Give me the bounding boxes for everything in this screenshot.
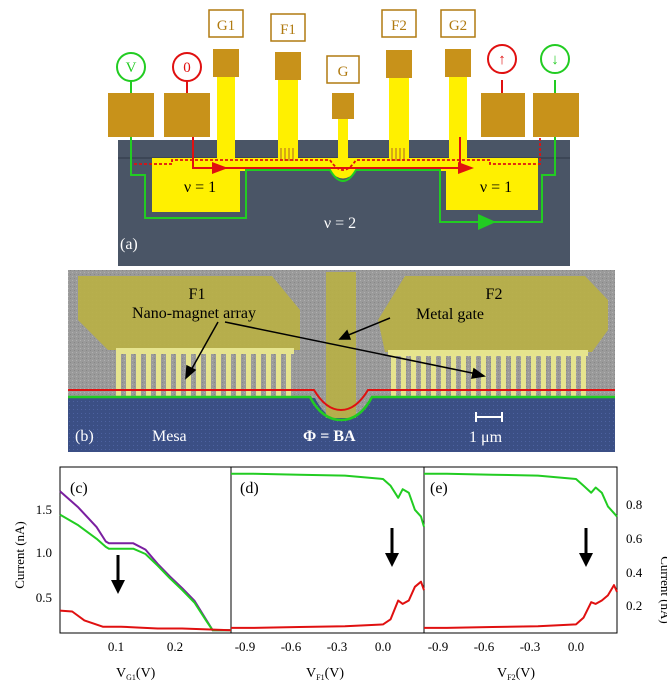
nano-label: Nano-magnet array xyxy=(132,305,256,322)
series-line-c-1 xyxy=(59,513,231,632)
svg-text:0.0: 0.0 xyxy=(375,639,391,654)
charts-area: (c) (d) (e) Current (nA) Current (nA) 1.… xyxy=(12,466,667,682)
green-arrow xyxy=(478,214,496,230)
label-zero: 0 xyxy=(183,60,191,76)
label-g1: G1 xyxy=(217,18,235,34)
contact-v xyxy=(108,93,154,137)
frame-e xyxy=(423,466,618,634)
series-line-d-1 xyxy=(231,580,425,629)
scale-label: 1 μm xyxy=(469,429,503,446)
series-line-e-1 xyxy=(424,584,618,629)
label-v: V xyxy=(126,60,137,76)
phi-label: Φ = BA xyxy=(303,428,356,445)
svg-text:0.1: 0.1 xyxy=(108,639,124,654)
svg-text:0.2: 0.2 xyxy=(167,639,183,654)
panel-c-label: (c) xyxy=(70,480,88,497)
svg-text:-0.9: -0.9 xyxy=(235,639,256,654)
svg-text:-0.6: -0.6 xyxy=(281,639,302,654)
xlabels: VG1(V) VF1(V) VF2(V) xyxy=(116,666,535,682)
yticks-e: 0.8 0.6 0.4 0.2 xyxy=(626,497,643,613)
label-f2: F2 xyxy=(391,18,407,34)
svg-text:VF2(V): VF2(V) xyxy=(497,666,535,682)
svg-text:-0.9: -0.9 xyxy=(428,639,449,654)
red-arrow-right xyxy=(458,162,474,174)
series-line-e-0 xyxy=(424,472,618,518)
label-down-arrow: ↓ xyxy=(551,52,559,68)
svg-text:0.2: 0.2 xyxy=(626,598,642,613)
ylabel-e: Current (nA) xyxy=(658,556,667,624)
series-line-d-0 xyxy=(231,472,425,528)
svg-text:-0.3: -0.3 xyxy=(327,639,348,654)
nu1-right-label: ν = 1 xyxy=(480,179,512,196)
svg-text:0.5: 0.5 xyxy=(36,590,52,605)
panel-a-label: (a) xyxy=(120,236,138,253)
gate-label: Metal gate xyxy=(416,306,484,323)
svg-text:VG1(V): VG1(V) xyxy=(116,666,156,682)
xticks: 0.1 0.2 -0.9 -0.6 -0.3 0.0 -0.9 -0.6 -0.… xyxy=(108,639,584,654)
nu1-left-label: ν = 1 xyxy=(184,179,216,196)
svg-text:0.0: 0.0 xyxy=(568,639,584,654)
f2-pad xyxy=(378,276,608,352)
svg-text:VF1(V): VF1(V) xyxy=(306,666,344,682)
red-arrow-left xyxy=(212,162,228,174)
mesa-label: Mesa xyxy=(152,428,187,445)
panel-a: G1 F1 G F2 G2 V 0 ↑ ↓ xyxy=(108,9,579,266)
series-layer xyxy=(59,472,618,632)
contact-down xyxy=(533,93,579,137)
nu2-label: ν = 2 xyxy=(324,215,356,232)
f2-label: F2 xyxy=(486,286,503,303)
svg-text:-0.3: -0.3 xyxy=(520,639,541,654)
svg-text:-0.6: -0.6 xyxy=(474,639,495,654)
nano-fingers-right xyxy=(388,350,588,398)
panel-b-label: (b) xyxy=(75,428,94,445)
label-up-arrow: ↑ xyxy=(498,52,506,68)
metal-gate xyxy=(326,272,356,418)
contact-up xyxy=(481,93,525,137)
f1-label: F1 xyxy=(189,286,206,303)
series-line-c-0 xyxy=(59,490,231,632)
mesa-region xyxy=(68,398,615,452)
label-f1: F1 xyxy=(280,22,296,38)
nu1-region-right xyxy=(446,158,538,210)
svg-text:1.0: 1.0 xyxy=(36,545,52,560)
panel-d-label: (d) xyxy=(240,480,259,497)
svg-text:1.5: 1.5 xyxy=(36,502,52,517)
label-g: G xyxy=(338,64,349,80)
svg-text:0.4: 0.4 xyxy=(626,565,643,580)
svg-text:0.6: 0.6 xyxy=(626,531,643,546)
f1-pad xyxy=(78,276,300,350)
yticks-c: 1.5 1.0 0.5 xyxy=(36,502,52,605)
scale-bar xyxy=(475,412,503,422)
ylabel-c: Current (nA) xyxy=(12,521,27,589)
svg-text:0.8: 0.8 xyxy=(626,497,642,512)
series-line-c-2 xyxy=(59,609,232,632)
panel-e-label: (e) xyxy=(430,480,448,497)
panel-b: F1 F2 Nano-magnet array Metal gate (b) M… xyxy=(68,270,615,452)
contact-0 xyxy=(164,93,210,137)
label-g2: G2 xyxy=(449,18,467,34)
